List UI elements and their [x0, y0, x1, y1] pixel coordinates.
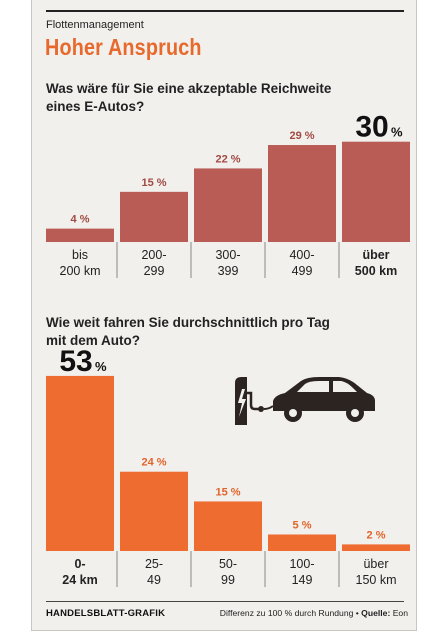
chart2-bar-0	[46, 375, 114, 551]
chart2-value-label-2: 15 %	[215, 486, 240, 498]
charging-cable	[263, 405, 274, 410]
chart1-category-0-line-0: bis	[72, 248, 88, 262]
graphic-credit: HANDELSBLATT-GRAFIK	[46, 608, 166, 619]
ev-charging-illustration	[235, 377, 375, 425]
chart2-bar-1	[120, 471, 188, 551]
source-name: Eon	[392, 608, 408, 618]
chart2-category-1-line-1: 49	[147, 573, 161, 587]
chart2-category-4-line-0: über	[363, 557, 388, 571]
source-note: Differenz zu 100 % durch Rundung • Quell…	[220, 608, 408, 618]
chart1-value-label-0: 4 %	[71, 214, 90, 226]
chart2-question-line1: Wie weit fahren Sie durchschnittlich pro…	[46, 315, 330, 330]
chart1-question: Was wäre für Sie eine akzeptable Reichwe…	[46, 80, 396, 116]
chart2-bar-3	[268, 534, 336, 551]
chart2-bar-4	[342, 544, 410, 551]
chart2-category-0-line-1: 24 km	[62, 573, 97, 587]
chart2-question-line2: mit dem Auto?	[46, 333, 140, 348]
chart2-highlight-unit: %	[95, 359, 107, 374]
chart2-category-3-line-1: 149	[292, 573, 313, 587]
footer-rule	[46, 601, 404, 602]
headline: Hoher Anspruch	[45, 34, 202, 60]
chart1-category-2-line-1: 399	[218, 264, 239, 278]
chart2-category-0-line-0: 0-	[74, 557, 85, 571]
range-chart: 4 % bis 200 km 15 % 200- 299 22 % 300- 399 29 % 40…	[46, 111, 410, 278]
kicker: Flottenmanagement	[46, 19, 144, 31]
charging-station-icon	[235, 377, 264, 425]
chart1-category-4-line-0: über	[362, 248, 389, 262]
daily-distance-chart: 53 % 0- 24 km 24 % 25- 49 15 % 50- 99 5 % 100- 149 2 …	[46, 345, 410, 587]
chart1-bar-4	[342, 141, 410, 242]
car-icon	[273, 377, 375, 422]
chart1-value-label-1: 15 %	[141, 177, 166, 189]
chart2-category-2-line-1: 99	[221, 573, 235, 587]
chart2-question: Wie weit fahren Sie durchschnittlich pro…	[46, 314, 396, 350]
chart2-value-label-1: 24 %	[141, 457, 166, 469]
infographic-card: Flottenmanagement Hoher Anspruch Was wär…	[31, 0, 417, 631]
chart2-value-label-4: 2 %	[367, 529, 386, 541]
chart1-bar-1	[120, 191, 188, 242]
top-rule	[46, 10, 404, 12]
chart1-question-line1: Was wäre für Sie eine akzeptable Reichwe…	[46, 81, 332, 96]
chart1-highlight-value: 30	[355, 111, 388, 144]
chart2-category-3-line-0: 100-	[289, 557, 314, 571]
chart1-bar-2	[194, 168, 262, 242]
source-label: Quelle:	[361, 608, 391, 618]
chart2-value-label-3: 5 %	[293, 519, 312, 531]
chart1-category-1-line-1: 299	[144, 264, 165, 278]
chart1-category-4-line-1: 500 km	[355, 264, 397, 278]
chart2-highlight-value: 53	[59, 345, 92, 378]
chart1-bar-3	[268, 145, 336, 242]
chart2-category-4-line-1: 150 km	[356, 573, 397, 587]
chart1-question-line2: eines E-Autos?	[46, 99, 145, 114]
chart2-category-2-line-0: 50-	[219, 557, 237, 571]
chart2-bar-2	[194, 501, 262, 551]
chart1-category-2-line-0: 300-	[215, 248, 240, 262]
chart1-category-1-line-0: 200-	[141, 248, 166, 262]
chart2-category-1-line-0: 25-	[145, 557, 163, 571]
chart1-category-3-line-0: 400-	[289, 248, 314, 262]
rounding-note: Differenz zu 100 % durch Rundung •	[219, 608, 359, 618]
chart1-bar-0	[46, 228, 114, 242]
chart1-value-label-2: 22 %	[215, 153, 240, 165]
chart1-value-label-3: 29 %	[289, 130, 314, 142]
chart1-highlight-unit: %	[391, 125, 403, 140]
chart1-category-3-line-1: 499	[292, 264, 313, 278]
chart1-category-0-line-1: 200 km	[60, 264, 101, 278]
